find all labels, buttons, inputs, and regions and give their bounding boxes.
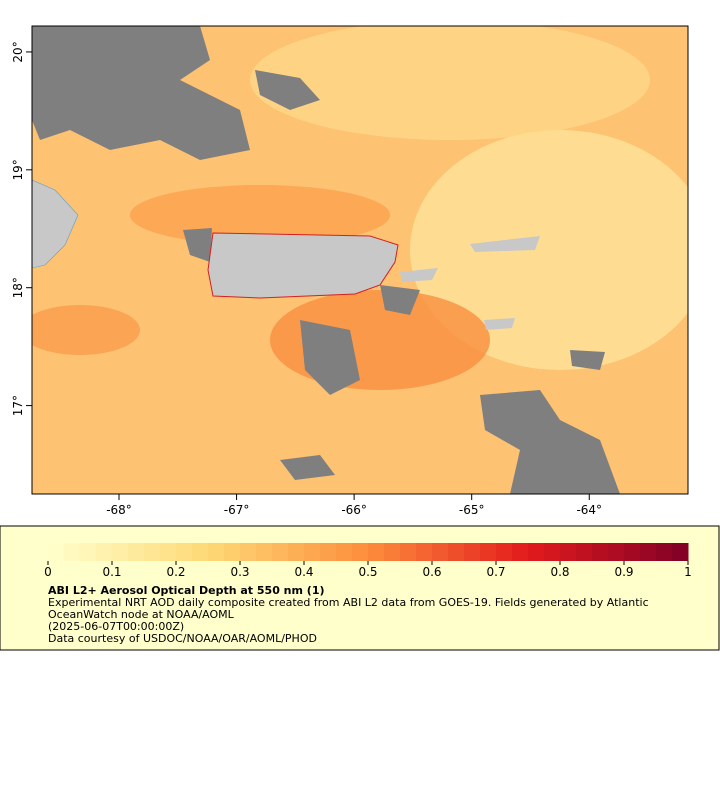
color-step — [416, 543, 433, 561]
color-step — [224, 543, 241, 561]
color-step — [656, 543, 673, 561]
land-st-croix — [484, 318, 515, 330]
colorbar-tick-label: 0.5 — [358, 565, 377, 579]
land-virgin-islands — [470, 236, 540, 252]
colorbar-tick-label: 0.9 — [614, 565, 633, 579]
y-tick-label: 19° — [11, 159, 25, 180]
map-axes: -68° -67° -66° -65° -64° 17° 18° 19° 20° — [11, 41, 602, 517]
color-step — [192, 543, 209, 561]
colorbar-tick-label: 1 — [684, 565, 692, 579]
color-step — [592, 543, 609, 561]
color-step — [368, 543, 385, 561]
color-step — [336, 543, 353, 561]
color-step — [48, 543, 65, 561]
color-step — [528, 543, 545, 561]
colorbar-tick-label: 0.7 — [486, 565, 505, 579]
color-step — [160, 543, 177, 561]
color-step — [64, 543, 81, 561]
y-tick-label: 17° — [11, 395, 25, 416]
x-tick-label: -68° — [106, 503, 132, 517]
color-step — [320, 543, 337, 561]
color-step — [80, 543, 97, 561]
cloud-mask — [570, 350, 605, 370]
x-tick-label: -66° — [341, 503, 367, 517]
color-step — [240, 543, 257, 561]
cloud-mask — [32, 26, 250, 160]
color-step — [288, 543, 305, 561]
color-step — [480, 543, 497, 561]
color-step — [384, 543, 401, 561]
colorbar-tick-label: 0.6 — [422, 565, 441, 579]
color-step — [544, 543, 561, 561]
y-tick-label: 20° — [11, 41, 25, 62]
legend-title: ABI L2+ Aerosol Optical Depth at 550 nm … — [48, 584, 325, 597]
color-step — [112, 543, 129, 561]
colorbar-tick-label: 0 — [44, 565, 52, 579]
colorbar-tick-label: 0.2 — [166, 565, 185, 579]
color-step — [608, 543, 625, 561]
aod-map — [32, 26, 688, 494]
color-step — [304, 543, 321, 561]
color-step — [128, 543, 145, 561]
color-step — [352, 543, 369, 561]
cloud-mask — [255, 70, 320, 110]
x-tick-label: -65° — [459, 503, 485, 517]
color-step — [640, 543, 657, 561]
map-frame — [31, 25, 689, 495]
color-step — [176, 543, 193, 561]
y-tick-label: 18° — [11, 277, 25, 298]
x-tick-label: -64° — [576, 503, 602, 517]
cloud-mask — [380, 285, 420, 315]
colorbar-tick-label: 0.1 — [102, 565, 121, 579]
legend-line: Experimental NRT AOD daily composite cre… — [48, 596, 649, 609]
low-aod-area — [410, 130, 688, 370]
color-step — [512, 543, 529, 561]
legend-line: OceanWatch node at NOAA/AOML — [48, 608, 235, 621]
color-step — [672, 543, 689, 561]
land-vieques — [400, 268, 438, 282]
cloud-mask — [280, 455, 335, 480]
land-puerto-rico — [207, 232, 399, 299]
colorbar-tick-label: 0.8 — [550, 565, 569, 579]
land-hispaniola — [32, 179, 79, 269]
color-step — [208, 543, 225, 561]
color-step — [496, 543, 513, 561]
color-step — [560, 543, 577, 561]
color-step — [576, 543, 593, 561]
color-step — [400, 543, 417, 561]
legend-line: Data courtesy of USDOC/NOAA/OAR/AOML/PHO… — [48, 632, 317, 645]
color-step — [272, 543, 289, 561]
color-step — [624, 543, 641, 561]
color-step — [432, 543, 449, 561]
x-tick-label: -67° — [224, 503, 250, 517]
color-step — [448, 543, 465, 561]
color-step — [464, 543, 481, 561]
color-step — [96, 543, 113, 561]
cloud-mask — [480, 390, 620, 494]
color-step — [256, 543, 273, 561]
cloud-mask — [300, 320, 360, 395]
cloud-mask — [183, 228, 212, 262]
low-aod-area — [250, 26, 650, 140]
colorbar: 0 0.1 0.2 0.3 0.4 0.5 0.6 0.7 0.8 0.9 1 — [44, 543, 692, 579]
colorbar-tick-label: 0.3 — [230, 565, 249, 579]
legend-line: (2025-06-07T00:00:00Z) — [48, 620, 184, 633]
high-aod-area — [32, 305, 140, 355]
color-step — [144, 543, 161, 561]
colorbar-tick-label: 0.4 — [294, 565, 313, 579]
